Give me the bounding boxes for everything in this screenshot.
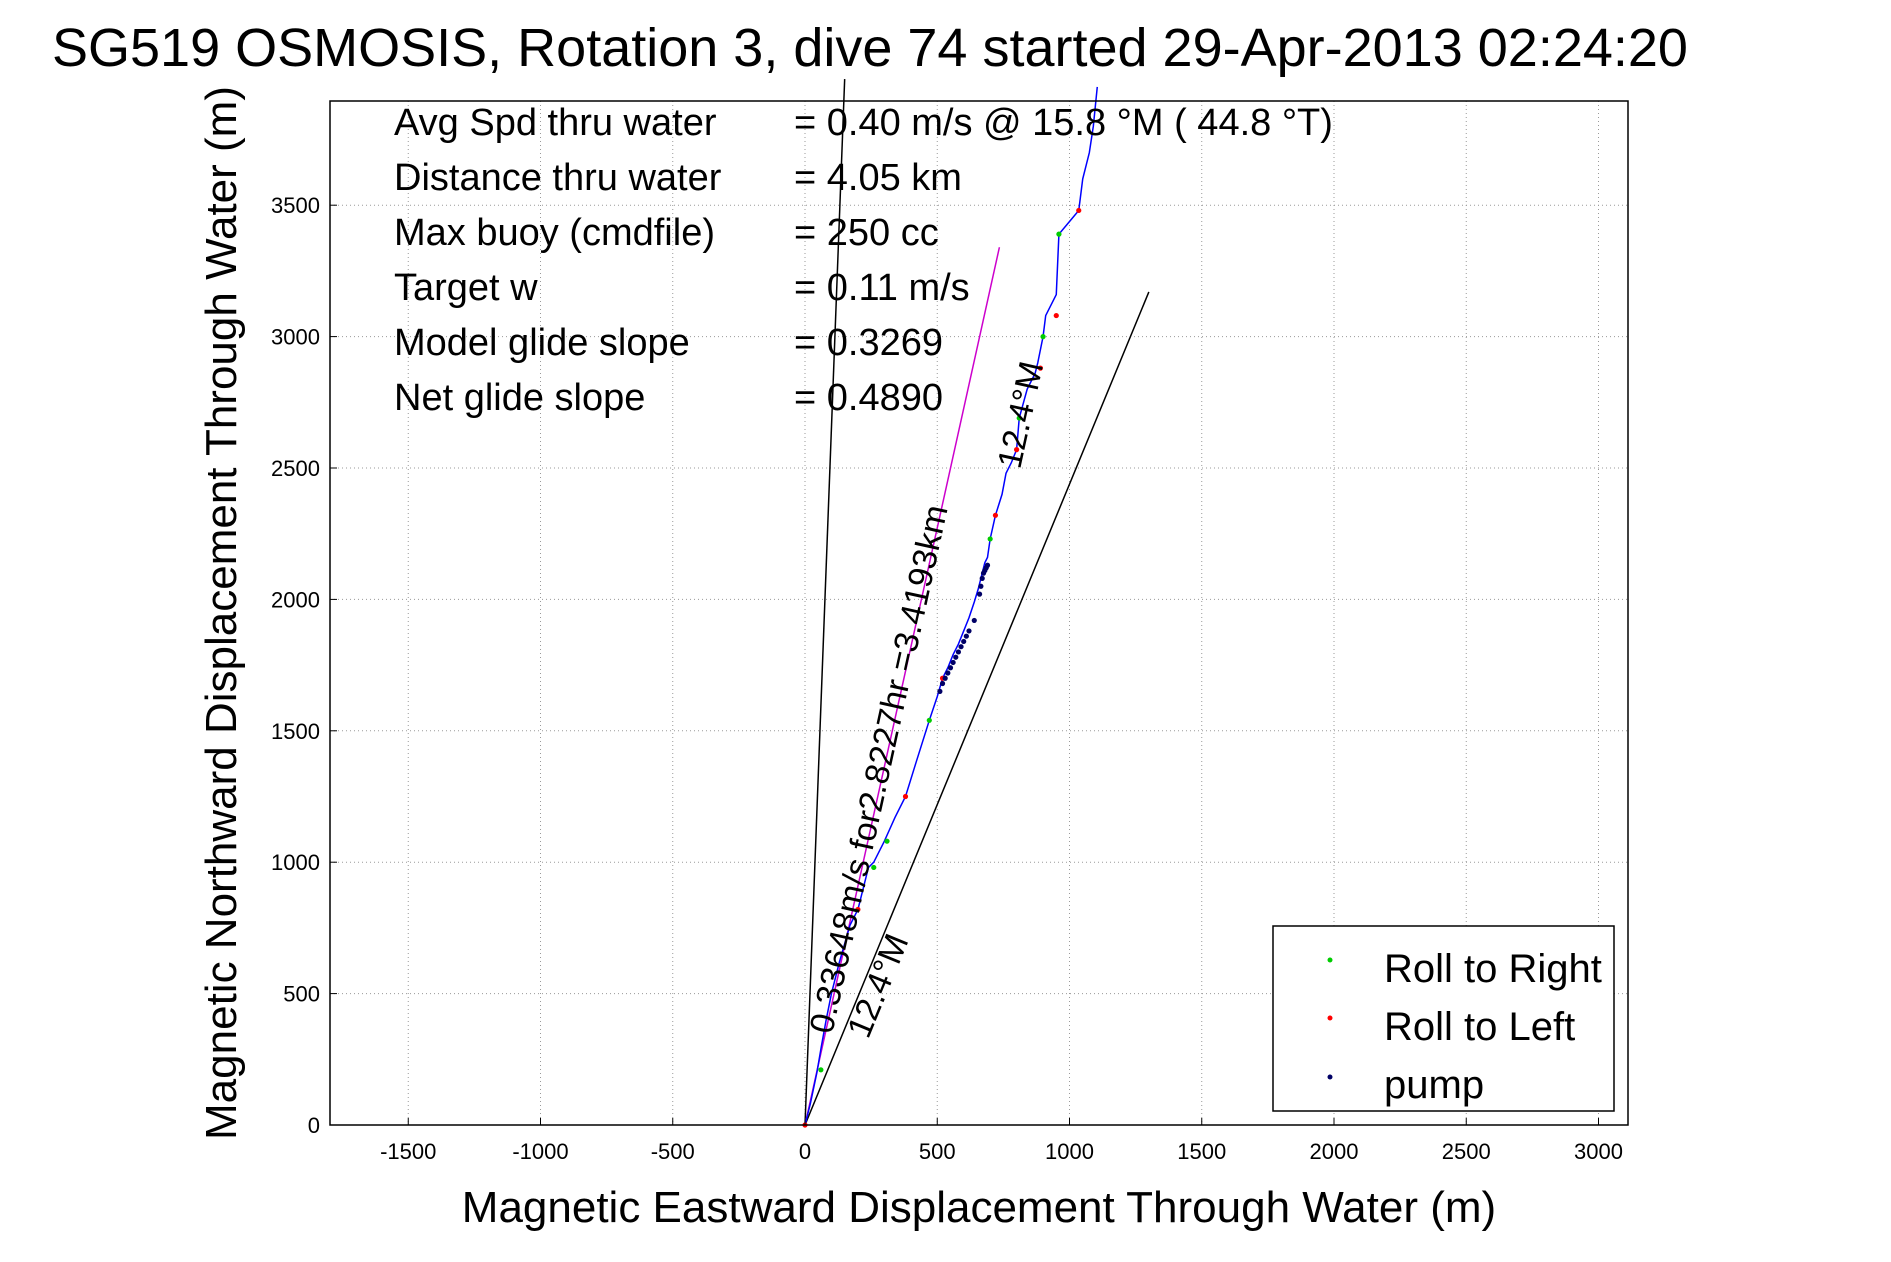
y-axis-label: Magnetic Northward Displacement Through … — [197, 86, 246, 1140]
x-tick-label: 0 — [799, 1139, 811, 1164]
series-line-track — [804, 86, 1099, 1126]
pump-point — [978, 583, 984, 589]
y-tick-label: 2500 — [271, 456, 320, 481]
pump-point — [976, 591, 983, 597]
x-tick-label: -1500 — [380, 1139, 436, 1164]
stat-label: Target w — [394, 267, 538, 309]
pump-point — [953, 654, 959, 660]
roll-left-point — [902, 793, 909, 800]
roll-right-point — [987, 536, 993, 542]
stat-label: Net glide slope — [394, 377, 645, 419]
roll-right-point — [1056, 231, 1062, 237]
stat-value: = 250 cc — [794, 212, 939, 254]
pump-point — [971, 617, 977, 624]
pump-point — [947, 665, 954, 671]
legend-label-roll-right: Roll to Right — [1384, 947, 1602, 991]
stat-value: = 0.11 m/s — [794, 267, 970, 309]
y-tick-label: 500 — [283, 982, 320, 1007]
roll-right-point — [1016, 415, 1022, 421]
grid — [330, 101, 1628, 1126]
y-tick-labels: 0 500 1000 1500 2000 2500 3000 3500 — [271, 193, 337, 1138]
legend-marker-roll-right — [1327, 957, 1333, 963]
roll-left-point — [1037, 365, 1044, 371]
stat-value: = 4.05 km — [794, 157, 962, 199]
roll-right-point — [871, 864, 877, 871]
x-tick-label: 500 — [919, 1139, 956, 1164]
legend-label-roll-left: Roll to Left — [1384, 1005, 1575, 1049]
x-tick-label: -500 — [651, 1139, 695, 1164]
stat-label: Distance thru water — [394, 157, 722, 199]
stat-label: Max buoy (cmdfile) — [394, 212, 715, 254]
roll-right-point — [884, 838, 890, 844]
plot-frame — [329, 100, 1629, 1126]
y-tick-label: 1500 — [271, 719, 320, 744]
roll-left-point — [855, 906, 861, 913]
pump-point — [958, 644, 964, 650]
markers-group — [802, 207, 1082, 1128]
pump-point — [963, 633, 969, 639]
pump-point — [937, 688, 943, 694]
pump-point — [979, 575, 985, 581]
x-tick-label: 2500 — [1442, 1139, 1491, 1164]
pump-point — [955, 649, 962, 655]
pump-point — [939, 680, 946, 687]
reference-line — [804, 247, 1001, 1126]
stat-value: = 0.40 m/s @ 15.8 °M ( 44.8 °T) — [794, 102, 1333, 144]
stat-value: = 0.3269 — [794, 322, 943, 364]
pump-point — [945, 670, 951, 676]
x-axis-label: Magnetic Eastward Displacement Through W… — [462, 1183, 1496, 1232]
legend-label-pump: pump — [1384, 1063, 1484, 1107]
reference-line — [804, 291, 1150, 1126]
y-tick-label: 3500 — [271, 193, 320, 218]
reference-line — [804, 79, 846, 1126]
stat-value: = 0.4890 — [794, 377, 943, 419]
stats-block: Avg Spd thru water = 0.40 m/s @ 15.8 °M (… — [394, 102, 1333, 419]
reference-lines — [804, 79, 1150, 1126]
series-group — [804, 86, 1099, 1126]
roll-right-point — [1040, 334, 1046, 340]
x-tick-label: 2000 — [1310, 1139, 1359, 1164]
pump-point — [984, 562, 991, 568]
x-tick-labels: -1500 -1000 -500 0 500 1000 1500 2000 2500 3000 — [380, 1118, 1623, 1164]
x-tick-label: 1500 — [1177, 1139, 1226, 1164]
pump-point — [950, 659, 956, 666]
y-tick-label: 2000 — [271, 587, 320, 612]
roll-left-point — [1076, 207, 1082, 214]
pump-point — [942, 675, 948, 681]
roll-right-point — [926, 717, 932, 723]
stat-label: Avg Spd thru water — [394, 102, 717, 144]
roll-left-point — [1053, 312, 1059, 319]
pump-point — [966, 628, 972, 634]
roll-left-point — [1014, 447, 1020, 453]
y-tick-label: 1000 — [271, 850, 320, 875]
chart-title: SG519 OSMOSIS, Rotation 3, dive 74 start… — [52, 18, 1688, 78]
track-heading-label: 12.4°M — [991, 358, 1051, 472]
roll-left-point — [992, 512, 999, 518]
x-tick-label: 3000 — [1574, 1139, 1623, 1164]
stat-label: Model glide slope — [394, 322, 690, 364]
legend-marker-roll-left — [1327, 1015, 1333, 1021]
x-tick-label: 1000 — [1045, 1139, 1094, 1164]
y-tick-label: 0 — [308, 1113, 320, 1138]
roll-right-point — [818, 1067, 824, 1073]
legend: Roll to Right Roll to Left pump — [1272, 925, 1615, 1112]
y-tick-label: 3000 — [271, 325, 320, 350]
pump-point — [961, 638, 967, 645]
legend-marker-pump — [1327, 1074, 1333, 1080]
x-tick-label: -1000 — [512, 1139, 568, 1164]
